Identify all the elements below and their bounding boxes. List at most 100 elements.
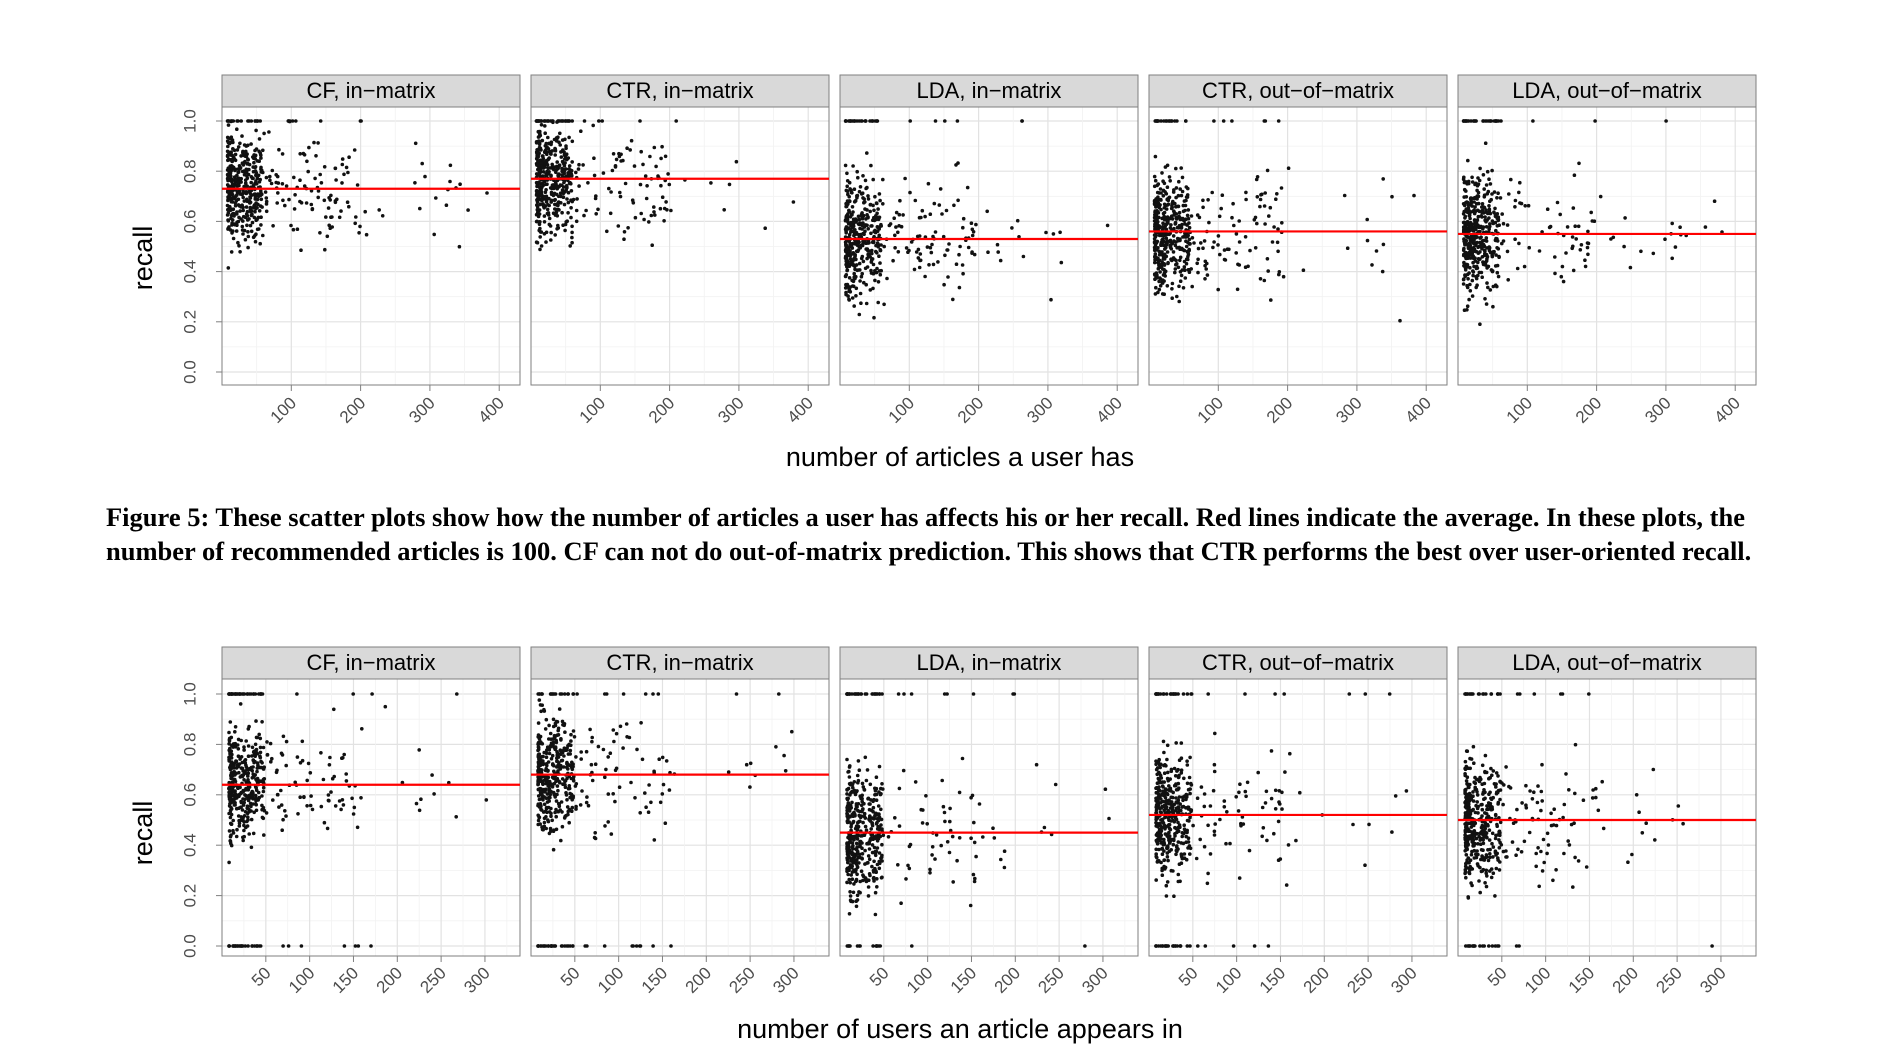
scatter-point xyxy=(617,785,622,789)
scatter-point xyxy=(665,208,669,212)
scatter-point xyxy=(550,818,554,823)
scatter-point xyxy=(350,796,354,801)
scatter-point xyxy=(1218,817,1222,822)
scatter-point xyxy=(848,894,853,898)
scatter-point xyxy=(871,218,875,222)
scatter-point xyxy=(1185,692,1190,696)
scatter-point xyxy=(542,232,547,236)
scatter-point xyxy=(555,120,559,124)
scatter-point xyxy=(845,880,849,885)
scatter-point xyxy=(1176,840,1181,844)
scatter-point xyxy=(534,188,539,193)
scatter-point xyxy=(956,161,960,165)
scatter-point xyxy=(854,879,859,883)
scatter-point xyxy=(556,201,560,206)
scatter-point xyxy=(864,828,869,832)
scatter-point xyxy=(261,777,266,782)
scatter-point xyxy=(1174,852,1178,857)
scatter-point xyxy=(244,787,249,792)
scatter-point xyxy=(1495,284,1499,289)
scatter-point xyxy=(897,212,902,217)
scatter-point xyxy=(357,231,361,235)
scatter-point xyxy=(1585,245,1590,250)
scatter-point xyxy=(1159,265,1163,270)
scatter-point xyxy=(541,166,546,170)
scatter-point xyxy=(1235,287,1240,292)
scatter-point xyxy=(541,762,545,767)
scatter-point xyxy=(960,756,965,761)
scatter-point xyxy=(457,244,462,249)
scatter-point xyxy=(1178,247,1182,251)
scatter-point xyxy=(537,172,542,176)
scatter-point xyxy=(1513,198,1518,203)
scatter-point xyxy=(555,160,559,164)
scatter-point xyxy=(939,843,943,848)
scatter-point xyxy=(1466,235,1471,240)
scatter-point xyxy=(229,773,233,777)
scatter-point xyxy=(957,285,962,290)
scatter-point xyxy=(942,692,947,696)
scatter-point xyxy=(292,175,296,180)
scatter-point xyxy=(238,805,243,810)
scatter-point xyxy=(846,860,850,865)
scatter-point xyxy=(852,810,856,815)
scatter-point xyxy=(584,749,589,754)
plot-area xyxy=(530,106,830,386)
scatter-point xyxy=(1589,210,1593,215)
scatter-point xyxy=(1175,294,1179,299)
scatter-point xyxy=(567,784,572,788)
scatter-point xyxy=(258,736,263,741)
scatter-point xyxy=(253,793,258,798)
scatter-point xyxy=(613,768,618,773)
scatter-point xyxy=(233,741,238,746)
scatter-point xyxy=(254,232,258,236)
scatter-point xyxy=(866,797,870,801)
plot-border xyxy=(221,678,521,957)
scatter-point xyxy=(908,190,912,195)
scatter-point xyxy=(872,845,877,850)
scatter-point xyxy=(998,258,1003,263)
scatter-point xyxy=(1286,166,1291,170)
scatter-point xyxy=(444,203,449,207)
scatter-point xyxy=(852,256,857,261)
scatter-point xyxy=(774,745,778,749)
scatter-point xyxy=(541,170,546,174)
scatter-point xyxy=(1553,271,1557,276)
scatter-point xyxy=(549,944,553,948)
scatter-point xyxy=(1152,199,1157,204)
scatter-point xyxy=(466,208,470,212)
scatter-point xyxy=(858,815,863,820)
plot-area xyxy=(530,678,830,957)
scatter-point xyxy=(244,212,249,216)
scatter-point xyxy=(537,168,542,173)
scatter-point xyxy=(227,944,231,948)
scatter-point xyxy=(538,804,543,808)
scatter-point xyxy=(262,765,267,769)
scatter-point xyxy=(274,180,279,185)
scatter-point xyxy=(1490,168,1494,173)
scatter-point xyxy=(657,757,661,761)
scatter-point xyxy=(236,119,240,123)
scatter-point xyxy=(1211,245,1215,250)
scatter-point xyxy=(253,209,257,214)
scatter-point xyxy=(363,209,368,214)
scatter-point xyxy=(252,749,256,754)
scatter-point xyxy=(327,798,331,803)
x-tick-label: 250 xyxy=(1343,963,1376,996)
scatter-point xyxy=(556,223,560,228)
scatter-point xyxy=(256,173,261,178)
scatter-point xyxy=(549,173,553,178)
plot-area xyxy=(839,106,1139,386)
scatter-point xyxy=(1234,232,1239,236)
scatter-point xyxy=(1461,248,1466,252)
scatter-point xyxy=(1363,692,1368,696)
scatter-point xyxy=(564,791,568,795)
scatter-point xyxy=(546,203,550,207)
scatter-point xyxy=(1483,141,1488,145)
scatter-point xyxy=(856,759,861,763)
scatter-point xyxy=(880,782,884,786)
scatter-point xyxy=(854,841,859,846)
scatter-point xyxy=(430,773,434,777)
scatter-point xyxy=(322,198,327,203)
scatter-point xyxy=(1161,232,1166,237)
